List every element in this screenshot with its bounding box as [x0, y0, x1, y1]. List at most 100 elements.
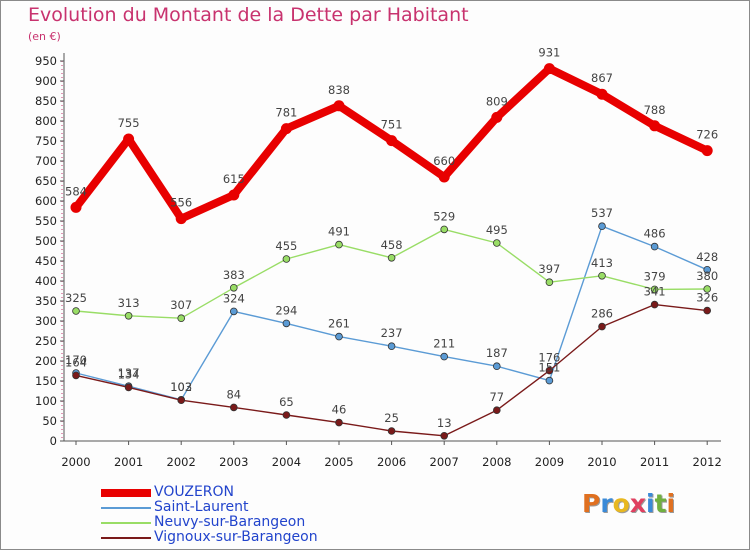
data-label: 151 — [538, 361, 560, 375]
x-tick-label: 2008 — [482, 455, 511, 469]
y-tick-label: 250 — [35, 334, 57, 348]
y-tick-label: 450 — [35, 254, 57, 268]
x-tick-label: 2010 — [587, 455, 616, 469]
series-layer — [70, 63, 713, 440]
data-label: 324 — [223, 291, 245, 305]
data-point — [230, 307, 238, 316]
data-label: 307 — [170, 298, 192, 312]
data-point — [650, 285, 659, 294]
data-point — [650, 300, 659, 309]
y-tick-label: 300 — [35, 314, 57, 328]
y-tick-label: 950 — [35, 54, 57, 68]
data-label: 486 — [644, 227, 666, 241]
y-tick-label: 200 — [35, 354, 57, 368]
data-label: 261 — [328, 317, 350, 331]
legend-label: Vignoux-sur-Barangeon — [154, 529, 318, 545]
data-point — [545, 278, 554, 287]
y-tick-label: 150 — [35, 374, 57, 388]
y-tick-label: 850 — [35, 94, 57, 108]
x-tick-label: 2007 — [430, 455, 459, 469]
y-tick-label: 0 — [50, 434, 57, 448]
data-label: 286 — [591, 307, 613, 321]
legend-label: Neuvy-sur-Barangeon — [154, 514, 306, 530]
data-point — [598, 271, 606, 280]
data-point — [333, 100, 345, 112]
data-label: 103 — [170, 380, 192, 394]
y-tick-label: 700 — [35, 154, 57, 168]
data-point — [703, 285, 711, 293]
data-point — [598, 222, 606, 231]
data-point — [387, 427, 396, 435]
plot-area: 0 50 100 150 200 250 300 350 400 450 500 550 600 650 7… — [35, 46, 722, 469]
data-labels-layer: 170 137 103 324 294 261 237 211 187 151 537 486 428 3… — [65, 46, 718, 430]
data-label: 65 — [279, 395, 294, 409]
data-label: 726 — [696, 128, 718, 142]
x-tick-label: 2006 — [377, 455, 406, 469]
data-label: 537 — [591, 206, 613, 220]
x-tick-label: 2005 — [324, 455, 353, 469]
x-tick-label: 2001 — [114, 455, 143, 469]
data-label: 46 — [332, 403, 347, 417]
data-label: 137 — [118, 366, 140, 380]
data-label: 931 — [538, 46, 560, 60]
data-point — [545, 366, 554, 375]
data-point — [175, 213, 187, 225]
data-label: 176 — [538, 351, 560, 365]
data-point — [72, 307, 80, 315]
data-label: 867 — [591, 71, 613, 85]
y-tick-label: 550 — [35, 214, 57, 228]
legend-label: VOUZERON — [154, 484, 235, 500]
y-tick-label: 900 — [35, 74, 57, 88]
data-label: 660 — [433, 154, 455, 168]
data-point — [703, 306, 711, 315]
legend-item: Vignoux-sur-Barangeon — [101, 530, 421, 545]
data-label: 380 — [696, 269, 718, 283]
x-tick-label: 2003 — [219, 455, 248, 469]
data-label: 556 — [170, 196, 192, 210]
x-tick-label: 2009 — [535, 455, 564, 469]
data-point — [72, 371, 80, 380]
data-point — [703, 265, 711, 274]
data-label: 13 — [437, 416, 452, 430]
data-label: 428 — [696, 250, 718, 264]
legend-swatch — [101, 521, 151, 524]
data-point — [649, 120, 661, 132]
data-label: 491 — [328, 225, 350, 239]
data-label: 413 — [591, 256, 613, 270]
data-label: 325 — [65, 291, 87, 305]
data-point — [492, 239, 501, 247]
data-point — [124, 383, 133, 392]
y-tick-label: 800 — [35, 114, 57, 128]
data-point — [545, 376, 554, 385]
legend-swatch — [101, 536, 151, 539]
legend-swatch — [101, 506, 151, 509]
data-point — [386, 135, 398, 147]
y-tick-label: 100 — [35, 394, 57, 408]
legend-item: Saint-Laurent — [101, 500, 421, 515]
data-point — [440, 225, 449, 234]
legend-item: Neuvy-sur-Barangeon — [101, 515, 421, 530]
y-tick-label: 350 — [35, 294, 57, 308]
data-point — [596, 88, 608, 100]
data-point — [124, 311, 133, 320]
data-point — [701, 145, 713, 157]
data-point — [335, 418, 343, 427]
data-label: 788 — [644, 103, 666, 117]
data-label: 187 — [486, 346, 508, 360]
data-label: 164 — [65, 355, 87, 369]
data-label: 25 — [384, 411, 399, 425]
y-tick-label: 500 — [35, 234, 57, 248]
y-tick-label: 750 — [35, 134, 57, 148]
data-label: 237 — [381, 326, 403, 340]
data-point — [282, 411, 291, 419]
x-tick-label: 2012 — [693, 455, 722, 469]
data-label: 458 — [381, 238, 403, 252]
data-label: 134 — [118, 367, 140, 381]
data-point — [387, 342, 396, 351]
data-label: 383 — [223, 268, 245, 282]
x-tick-label: 2002 — [167, 455, 196, 469]
y-tick-label: 600 — [35, 194, 57, 208]
data-label: 455 — [275, 239, 297, 253]
data-label: 84 — [226, 387, 241, 401]
y-tick-label: 400 — [35, 274, 57, 288]
